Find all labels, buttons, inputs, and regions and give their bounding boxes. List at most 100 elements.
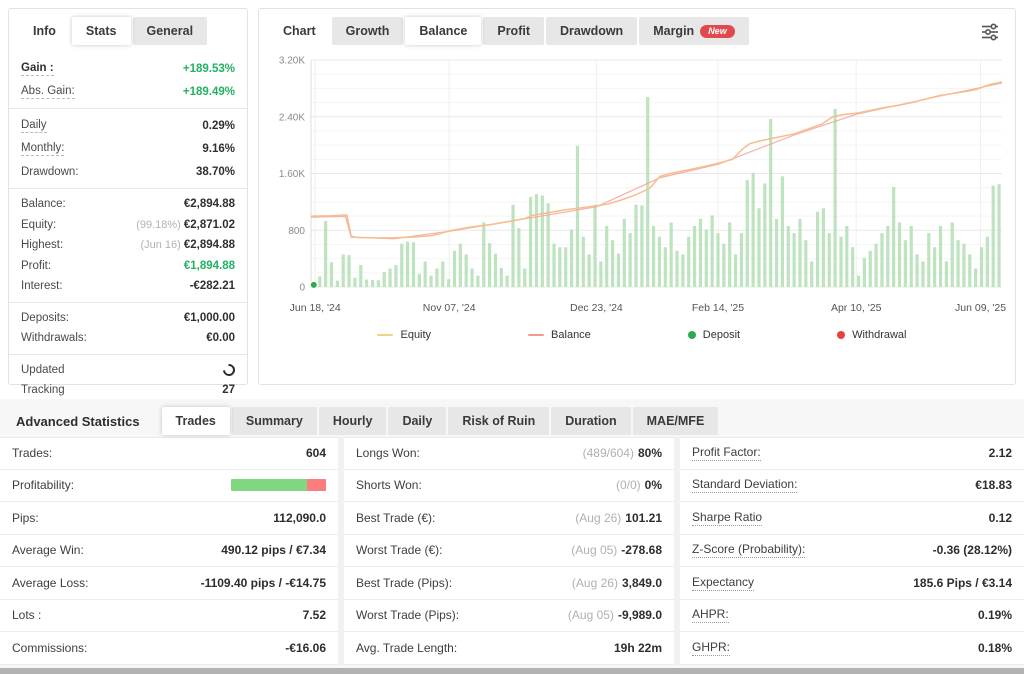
- y-tick-label: 0: [299, 283, 305, 294]
- volume-bar: [599, 261, 603, 287]
- volume-bar: [921, 261, 925, 287]
- stat-label-equity: Equity:: [21, 218, 57, 231]
- tab-risk-of-ruin[interactable]: Risk of Ruin: [448, 407, 550, 435]
- stat-label-profitability: Profitability:: [12, 478, 75, 493]
- statistics-tabs: Advanced Statistics Trades Summary Hourly D…: [0, 399, 1024, 437]
- stat-value-pips: 112,090.0: [273, 510, 326, 525]
- new-badge: New: [700, 24, 735, 38]
- volume-bar: [997, 184, 1001, 287]
- volume-bar: [318, 276, 322, 287]
- chart-settings-icon[interactable]: [979, 21, 1001, 48]
- stat-value-avg-trade-length: 19h 22m: [613, 640, 662, 655]
- stat-row-daily: Daily 0.29%: [9, 114, 247, 137]
- x-tick-label: Dec 23, '24: [570, 302, 623, 314]
- legend-equity[interactable]: Equity: [377, 329, 431, 341]
- stat-value-balance: €2,894.88: [183, 198, 235, 211]
- tab-info[interactable]: Info: [19, 17, 70, 45]
- tab-margin[interactable]: Margin New: [639, 17, 749, 45]
- volume-bar: [564, 247, 568, 287]
- volume-bar: [786, 225, 790, 287]
- stat-value-shorts-won: (0/0) 0%: [615, 478, 662, 493]
- volume-bar: [944, 261, 948, 287]
- tab-hourly[interactable]: Hourly: [318, 407, 387, 435]
- stat-row-expectancy: Expectancy 185.6 Pips / €3.14: [680, 567, 1024, 600]
- stat-row-updated: Updated: [9, 360, 247, 381]
- y-tick-label: 1.60K: [279, 169, 305, 180]
- stat-row-sharpe-ratio: Sharpe Ratio 0.12: [680, 502, 1024, 535]
- volume-bar: [938, 225, 943, 287]
- stat-label-expectancy[interactable]: Expectancy: [692, 574, 755, 591]
- tab-mae-mfe[interactable]: MAE/MFE: [632, 407, 719, 435]
- volume-bar: [991, 185, 995, 287]
- tab-chart[interactable]: Chart: [269, 17, 330, 45]
- stat-subvalue: (Aug 05): [571, 543, 618, 558]
- volume-bar: [698, 218, 703, 287]
- volume-bar: [651, 225, 656, 287]
- stat-label-balance: Balance:: [21, 198, 66, 211]
- tab-balance[interactable]: Balance: [405, 17, 482, 45]
- volume-bar: [376, 280, 380, 287]
- volume-bar: [979, 247, 984, 287]
- tab-general[interactable]: General: [132, 17, 208, 45]
- balance-line: [310, 82, 1003, 240]
- tab-drawdown-label: Drawdown: [560, 24, 624, 38]
- stat-label-sharpe-ratio[interactable]: Sharpe Ratio: [692, 509, 763, 526]
- stat-label-z-score-probability[interactable]: Z-Score (Probability):: [692, 542, 806, 559]
- stat-row-standard-deviation: Standard Deviation: €18.83: [680, 469, 1024, 502]
- volume-bar: [909, 225, 913, 287]
- tab-chart-label: Chart: [283, 24, 316, 38]
- legend-deposit-swatch-icon: [687, 331, 696, 339]
- tab-general-label: General: [146, 24, 194, 38]
- stat-row-ahpr: AHPR: 0.19%: [680, 599, 1024, 632]
- volume-bar: [827, 233, 831, 287]
- stat-label-profit-factor[interactable]: Profit Factor:: [692, 445, 761, 462]
- stat-value-deposits: €1,000.00: [183, 311, 235, 324]
- volume-bar: [452, 250, 457, 287]
- stat-value-worst-trade: (Aug 05) -278.68: [571, 543, 662, 558]
- tab-growth[interactable]: Growth: [331, 17, 404, 45]
- stat-value-gain: +189.53%: [182, 62, 235, 75]
- volume-bar: [792, 233, 796, 287]
- tab-stats[interactable]: Stats: [71, 17, 131, 45]
- stat-label-monthly[interactable]: Monthly:: [21, 141, 65, 156]
- tab-trades[interactable]: Trades: [161, 407, 230, 435]
- stat-label-avg-trade-length: Avg. Trade Length:: [356, 640, 458, 655]
- tab-duration[interactable]: Duration: [551, 407, 631, 435]
- stats-column-3: Profit Factor: 2.12 Standard Deviation: €18…: [680, 437, 1024, 665]
- volume-bar: [974, 268, 978, 287]
- y-tick-label: 2.40K: [279, 112, 305, 123]
- stat-label-ahpr[interactable]: AHPR:: [692, 607, 729, 624]
- volume-bar: [950, 222, 954, 287]
- balance-chart: 0 800 1.60K 2.40K 3.20K Jun 18, '24 Nov 07, '2…: [279, 56, 1006, 315]
- tab-mae-mfe-label: MAE/MFE: [646, 414, 705, 428]
- legend-withdrawal[interactable]: Withdrawal: [837, 329, 906, 341]
- stat-label-gain[interactable]: Gain :: [21, 61, 54, 76]
- stat-label-abs-gain[interactable]: Abs. Gain:: [21, 84, 75, 99]
- stat-row-balance: Balance: €2,894.88: [9, 194, 247, 215]
- stats-column-2: Longs Won: (489/604) 80% Shorts Won: (0/0) 0%…: [344, 437, 674, 665]
- legend-deposit[interactable]: Deposit: [687, 329, 740, 341]
- legend-balance[interactable]: Balance: [528, 329, 591, 341]
- stat-label-standard-deviation[interactable]: Standard Deviation:: [692, 477, 798, 494]
- volume-bar: [552, 243, 556, 287]
- volume-bar: [587, 254, 591, 287]
- stat-label-highest: Highest:: [21, 239, 64, 252]
- stat-row-interest: Interest: -€282.21: [9, 276, 247, 297]
- volume-bar: [523, 268, 527, 287]
- tab-info-label: Info: [33, 24, 56, 38]
- tab-drawdown[interactable]: Drawdown: [546, 17, 638, 45]
- stat-label-longs-won: Longs Won:: [356, 446, 420, 461]
- stat-label-daily[interactable]: Daily: [21, 118, 47, 133]
- tab-summary[interactable]: Summary: [231, 407, 317, 435]
- volume-bar: [892, 186, 896, 287]
- volume-bar: [821, 208, 825, 287]
- stat-label-ghpr[interactable]: GHPR:: [692, 639, 731, 656]
- stat-row-equity: Equity: (99.18%) €2,871.02: [9, 215, 247, 236]
- tab-profit[interactable]: Profit: [483, 17, 544, 45]
- volume-bar: [745, 179, 749, 287]
- volume-bar: [710, 215, 714, 287]
- stat-row-abs-gain: Abs. Gain: +189.49%: [9, 80, 247, 103]
- volume-bar: [874, 243, 878, 287]
- profitability-bar-loss: [307, 479, 326, 492]
- tab-daily[interactable]: Daily: [388, 407, 447, 435]
